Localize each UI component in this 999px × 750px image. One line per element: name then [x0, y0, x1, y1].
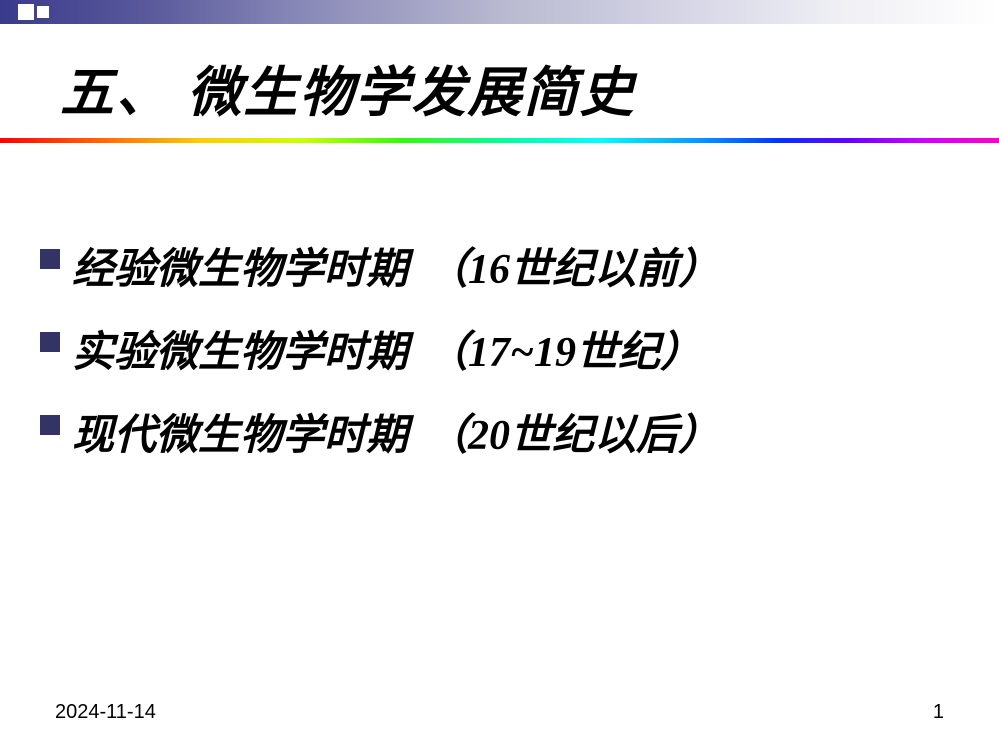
- bullet-icon: [40, 249, 60, 269]
- footer-page-number: 1: [933, 701, 944, 724]
- item-suffix: （17~19世纪）: [426, 318, 702, 379]
- list-item: 经验微生物学时期 （16世纪以前）: [40, 235, 720, 296]
- square-icon: [18, 4, 34, 20]
- footer-date: 2024-11-14: [55, 701, 156, 724]
- square-icon: [37, 6, 49, 18]
- top-gradient-bar: [0, 0, 999, 24]
- list-item: 实验微生物学时期 （17~19世纪）: [40, 318, 720, 379]
- rainbow-divider: [0, 138, 999, 143]
- item-label: 现代微生物学时期: [72, 401, 408, 462]
- list-item: 现代微生物学时期 （20世纪以后）: [40, 401, 720, 462]
- bullet-icon: [40, 415, 60, 435]
- item-suffix: （20世纪以后）: [426, 401, 720, 462]
- content-area: 经验微生物学时期 （16世纪以前） 实验微生物学时期 （17~19世纪） 现代微…: [40, 235, 720, 484]
- item-label: 经验微生物学时期: [72, 235, 408, 296]
- slide-title: 五、 微生物学发展简史: [60, 48, 636, 127]
- item-label: 实验微生物学时期: [72, 318, 408, 379]
- item-suffix: （16世纪以前）: [426, 235, 720, 296]
- decorative-squares: [18, 4, 49, 20]
- bullet-icon: [40, 332, 60, 352]
